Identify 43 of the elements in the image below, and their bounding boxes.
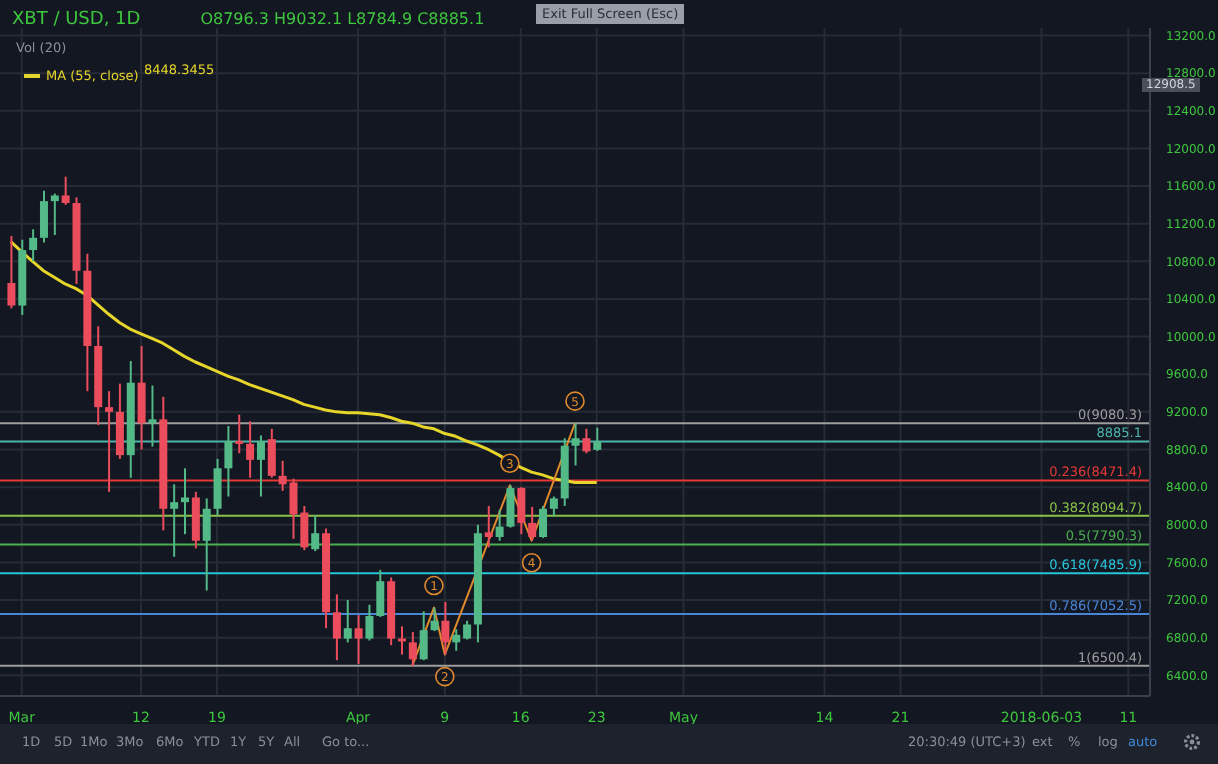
candlestick <box>571 422 580 467</box>
candlestick <box>430 606 439 633</box>
candlestick <box>343 599 352 644</box>
line-series <box>411 422 576 667</box>
candlestick <box>39 189 48 244</box>
candlestick <box>191 490 200 550</box>
candlestick <box>267 427 276 479</box>
candlestick <box>50 192 59 236</box>
candlestick <box>539 504 548 539</box>
candlestick <box>148 384 157 448</box>
candlestick <box>311 514 320 553</box>
candlestick <box>235 413 244 455</box>
candlestick <box>593 426 602 452</box>
candlestick <box>549 495 558 518</box>
candlestick <box>170 483 179 558</box>
candlestick <box>29 228 38 263</box>
candlestick <box>408 631 417 667</box>
candlestick <box>517 486 526 536</box>
candlestick <box>181 467 190 536</box>
candlestick <box>105 390 114 493</box>
candlestick <box>137 345 146 451</box>
candlestick <box>61 175 70 206</box>
line-series <box>9 240 599 484</box>
chart-title: XBT / USD, 1D <box>12 10 141 30</box>
candlestick <box>582 427 591 455</box>
candlestick <box>213 457 222 517</box>
candlestick <box>528 505 537 542</box>
candlestick <box>7 234 16 310</box>
candlestick <box>376 568 385 618</box>
candlestick <box>354 614 363 666</box>
candlestick <box>115 382 124 460</box>
candlestick <box>224 424 233 498</box>
candlestick <box>495 508 504 542</box>
candlestick <box>441 600 450 656</box>
candlestick <box>506 484 515 529</box>
candlestick <box>246 420 255 479</box>
candlestick <box>202 497 211 592</box>
chart-subtitle: O8796.3 H9032.1 L8784.9 C8885.1 <box>200 10 485 28</box>
candlestick <box>484 504 493 549</box>
candlestick <box>256 434 265 498</box>
candlestick <box>332 593 341 662</box>
candlestick <box>365 603 374 642</box>
candlestick <box>419 610 428 662</box>
